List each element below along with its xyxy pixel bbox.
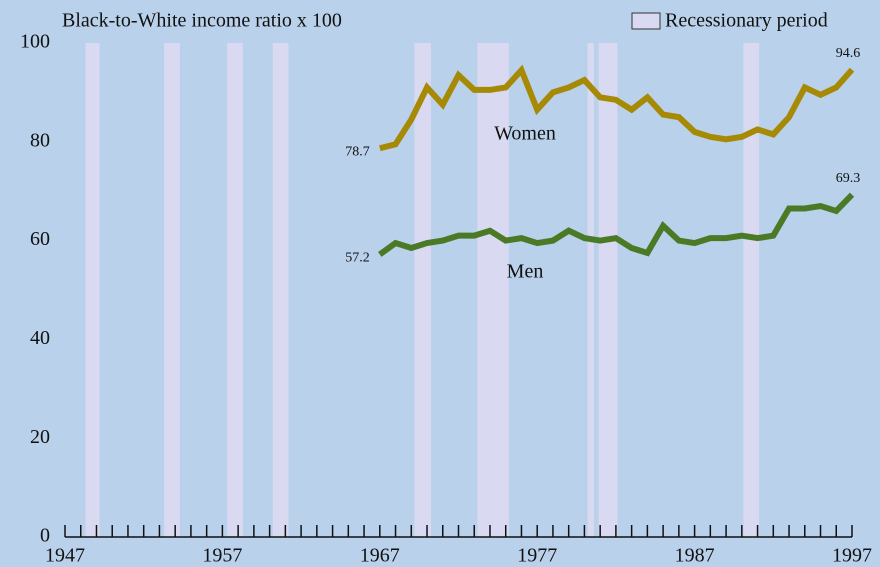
y-tick-label: 60: [30, 228, 50, 250]
y-tick-label: 40: [30, 327, 50, 349]
y-tick-label: 80: [30, 129, 50, 151]
x-tick-label: 1947: [45, 545, 85, 567]
value-label: 57.2: [345, 251, 370, 266]
y-tick-label: 20: [30, 426, 50, 448]
recession-band: [598, 43, 618, 537]
recession-band: [272, 43, 289, 537]
recession-band: [743, 43, 760, 537]
x-tick-label: 1957: [202, 545, 242, 567]
recession-band: [85, 43, 100, 537]
series-line: [379, 64, 855, 152]
value-label: 69.3: [836, 171, 861, 186]
series-label: Women: [494, 123, 556, 145]
recession-band: [414, 43, 431, 537]
y-tick-label: 0: [40, 525, 50, 547]
x-tick-label: 1987: [675, 545, 715, 567]
y-axis-title: Black-to-White income ratio x 100: [62, 10, 342, 32]
legend-label: Recessionary period: [665, 10, 828, 32]
x-tick-label: 1997: [832, 545, 872, 567]
value-label: 78.7: [345, 144, 370, 159]
value-label: 94.6: [836, 46, 861, 61]
y-tick-label: 100: [20, 31, 50, 53]
x-tick-label: 1977: [517, 545, 557, 567]
legend-swatch: [631, 12, 661, 30]
series-label: Men: [507, 261, 544, 283]
recession-band: [587, 43, 594, 537]
recession-band: [227, 43, 243, 537]
recession-band: [477, 43, 509, 537]
x-tick-label: 1967: [360, 545, 400, 567]
series-line: [378, 192, 855, 257]
recession-band: [164, 43, 180, 537]
